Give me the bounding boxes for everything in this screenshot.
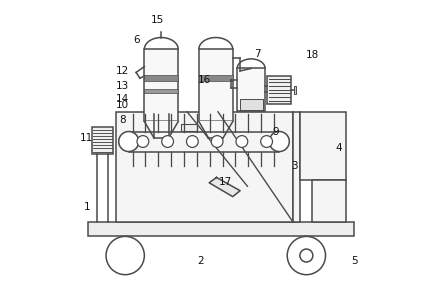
Text: 1: 1 <box>84 202 90 212</box>
Bar <box>239 99 263 110</box>
Text: 5: 5 <box>352 256 358 266</box>
Bar <box>144 49 178 121</box>
Circle shape <box>162 136 174 147</box>
Bar <box>237 68 265 111</box>
Text: 9: 9 <box>272 127 279 137</box>
Polygon shape <box>144 121 178 138</box>
Text: 13: 13 <box>116 81 129 91</box>
Text: 7: 7 <box>255 49 261 59</box>
Bar <box>144 75 178 81</box>
Circle shape <box>187 136 198 147</box>
Text: 14: 14 <box>116 94 129 104</box>
Bar <box>312 180 346 222</box>
Text: 17: 17 <box>219 177 232 187</box>
Bar <box>181 124 198 131</box>
Text: 18: 18 <box>306 50 319 60</box>
Circle shape <box>287 237 326 275</box>
Circle shape <box>269 131 290 152</box>
Bar <box>294 86 296 94</box>
Text: 10: 10 <box>116 100 129 110</box>
Circle shape <box>211 136 223 147</box>
Bar <box>300 112 346 180</box>
Bar <box>92 127 113 154</box>
Circle shape <box>261 136 272 147</box>
Polygon shape <box>199 121 233 138</box>
Text: 15: 15 <box>151 15 164 25</box>
Circle shape <box>137 136 149 147</box>
Bar <box>199 75 233 81</box>
Text: 11: 11 <box>80 133 94 143</box>
Bar <box>293 112 300 222</box>
Text: 16: 16 <box>198 75 211 85</box>
Bar <box>116 112 293 222</box>
Text: 2: 2 <box>197 256 204 266</box>
Circle shape <box>119 131 139 152</box>
Text: 8: 8 <box>119 115 126 125</box>
Circle shape <box>106 237 144 275</box>
Text: 3: 3 <box>291 161 298 171</box>
Bar <box>89 222 354 237</box>
Text: 12: 12 <box>116 66 129 76</box>
Polygon shape <box>209 178 240 197</box>
Text: 4: 4 <box>335 143 342 153</box>
Circle shape <box>236 136 248 147</box>
Bar <box>144 89 178 93</box>
Bar <box>268 76 291 104</box>
Bar <box>199 49 233 121</box>
Text: 6: 6 <box>134 36 140 46</box>
